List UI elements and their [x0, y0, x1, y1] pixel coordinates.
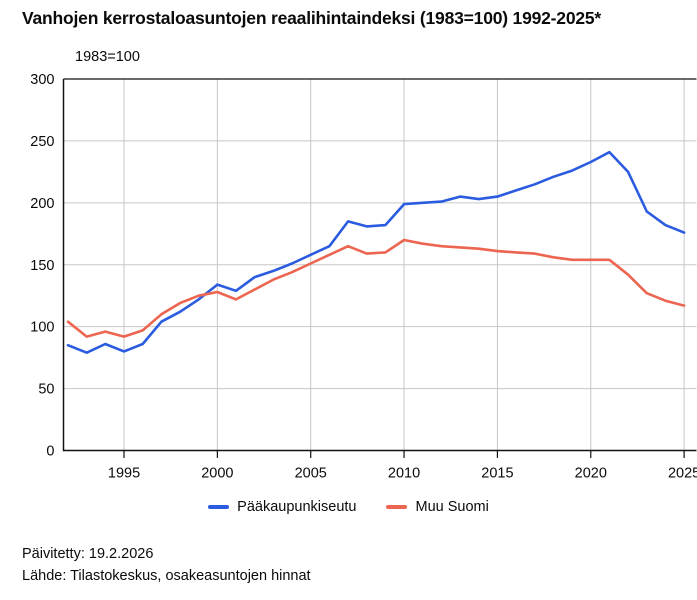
x-tick-label: 2000	[201, 466, 233, 482]
line-chart-plot: 0 50 100 150 200 250 300 1995 2000 2005 2010 2015 20…	[30, 72, 697, 482]
series-line-paakaupunkiseutu	[66, 150, 686, 355]
x-tick-label: 2005	[295, 466, 327, 482]
updated-text: Päivitetty: 19.2.2026	[22, 546, 154, 562]
y-tick-label: 50	[38, 382, 54, 398]
source-text: Lähde: Tilastokeskus, osakeasuntojen hin…	[22, 568, 311, 584]
x-tick-label: 1995	[108, 466, 140, 482]
x-tick-label: 2025	[668, 466, 697, 482]
x-tick-label: 2015	[481, 466, 513, 482]
y-tick-label: 150	[30, 258, 54, 274]
legend-item-muu-suomi: Muu Suomi	[386, 499, 489, 515]
x-tick-label: 2010	[388, 466, 420, 482]
chart-footer: Päivitetty: 19.2.2026 Lähde: Tilastokesk…	[22, 543, 687, 587]
chart-legend: Pääkaupunkiseutu Muu Suomi	[0, 499, 697, 515]
y-tick-label: 250	[30, 134, 54, 150]
x-tick-label: 2020	[575, 466, 607, 482]
paakaupunkiseutu-line-swatch	[208, 505, 230, 509]
muu-suomi-line-swatch	[386, 505, 408, 509]
series-line-muu-suomi	[66, 238, 686, 338]
y-tick-label: 200	[30, 196, 54, 212]
legend-label-muu-suomi: Muu Suomi	[415, 499, 489, 515]
legend-label-paakaupunkiseutu: Pääkaupunkiseutu	[237, 499, 357, 515]
y-tick-label: 300	[30, 72, 54, 88]
y-tick-label: 100	[30, 320, 54, 336]
chart-title: Vanhojen kerrostaloasuntojen reaalihinta…	[22, 8, 602, 28]
y-tick-label: 0	[46, 444, 54, 460]
y-axis-unit-label: 1983=100	[75, 49, 140, 65]
legend-item-paakaupunkiseutu: Pääkaupunkiseutu	[208, 499, 356, 515]
